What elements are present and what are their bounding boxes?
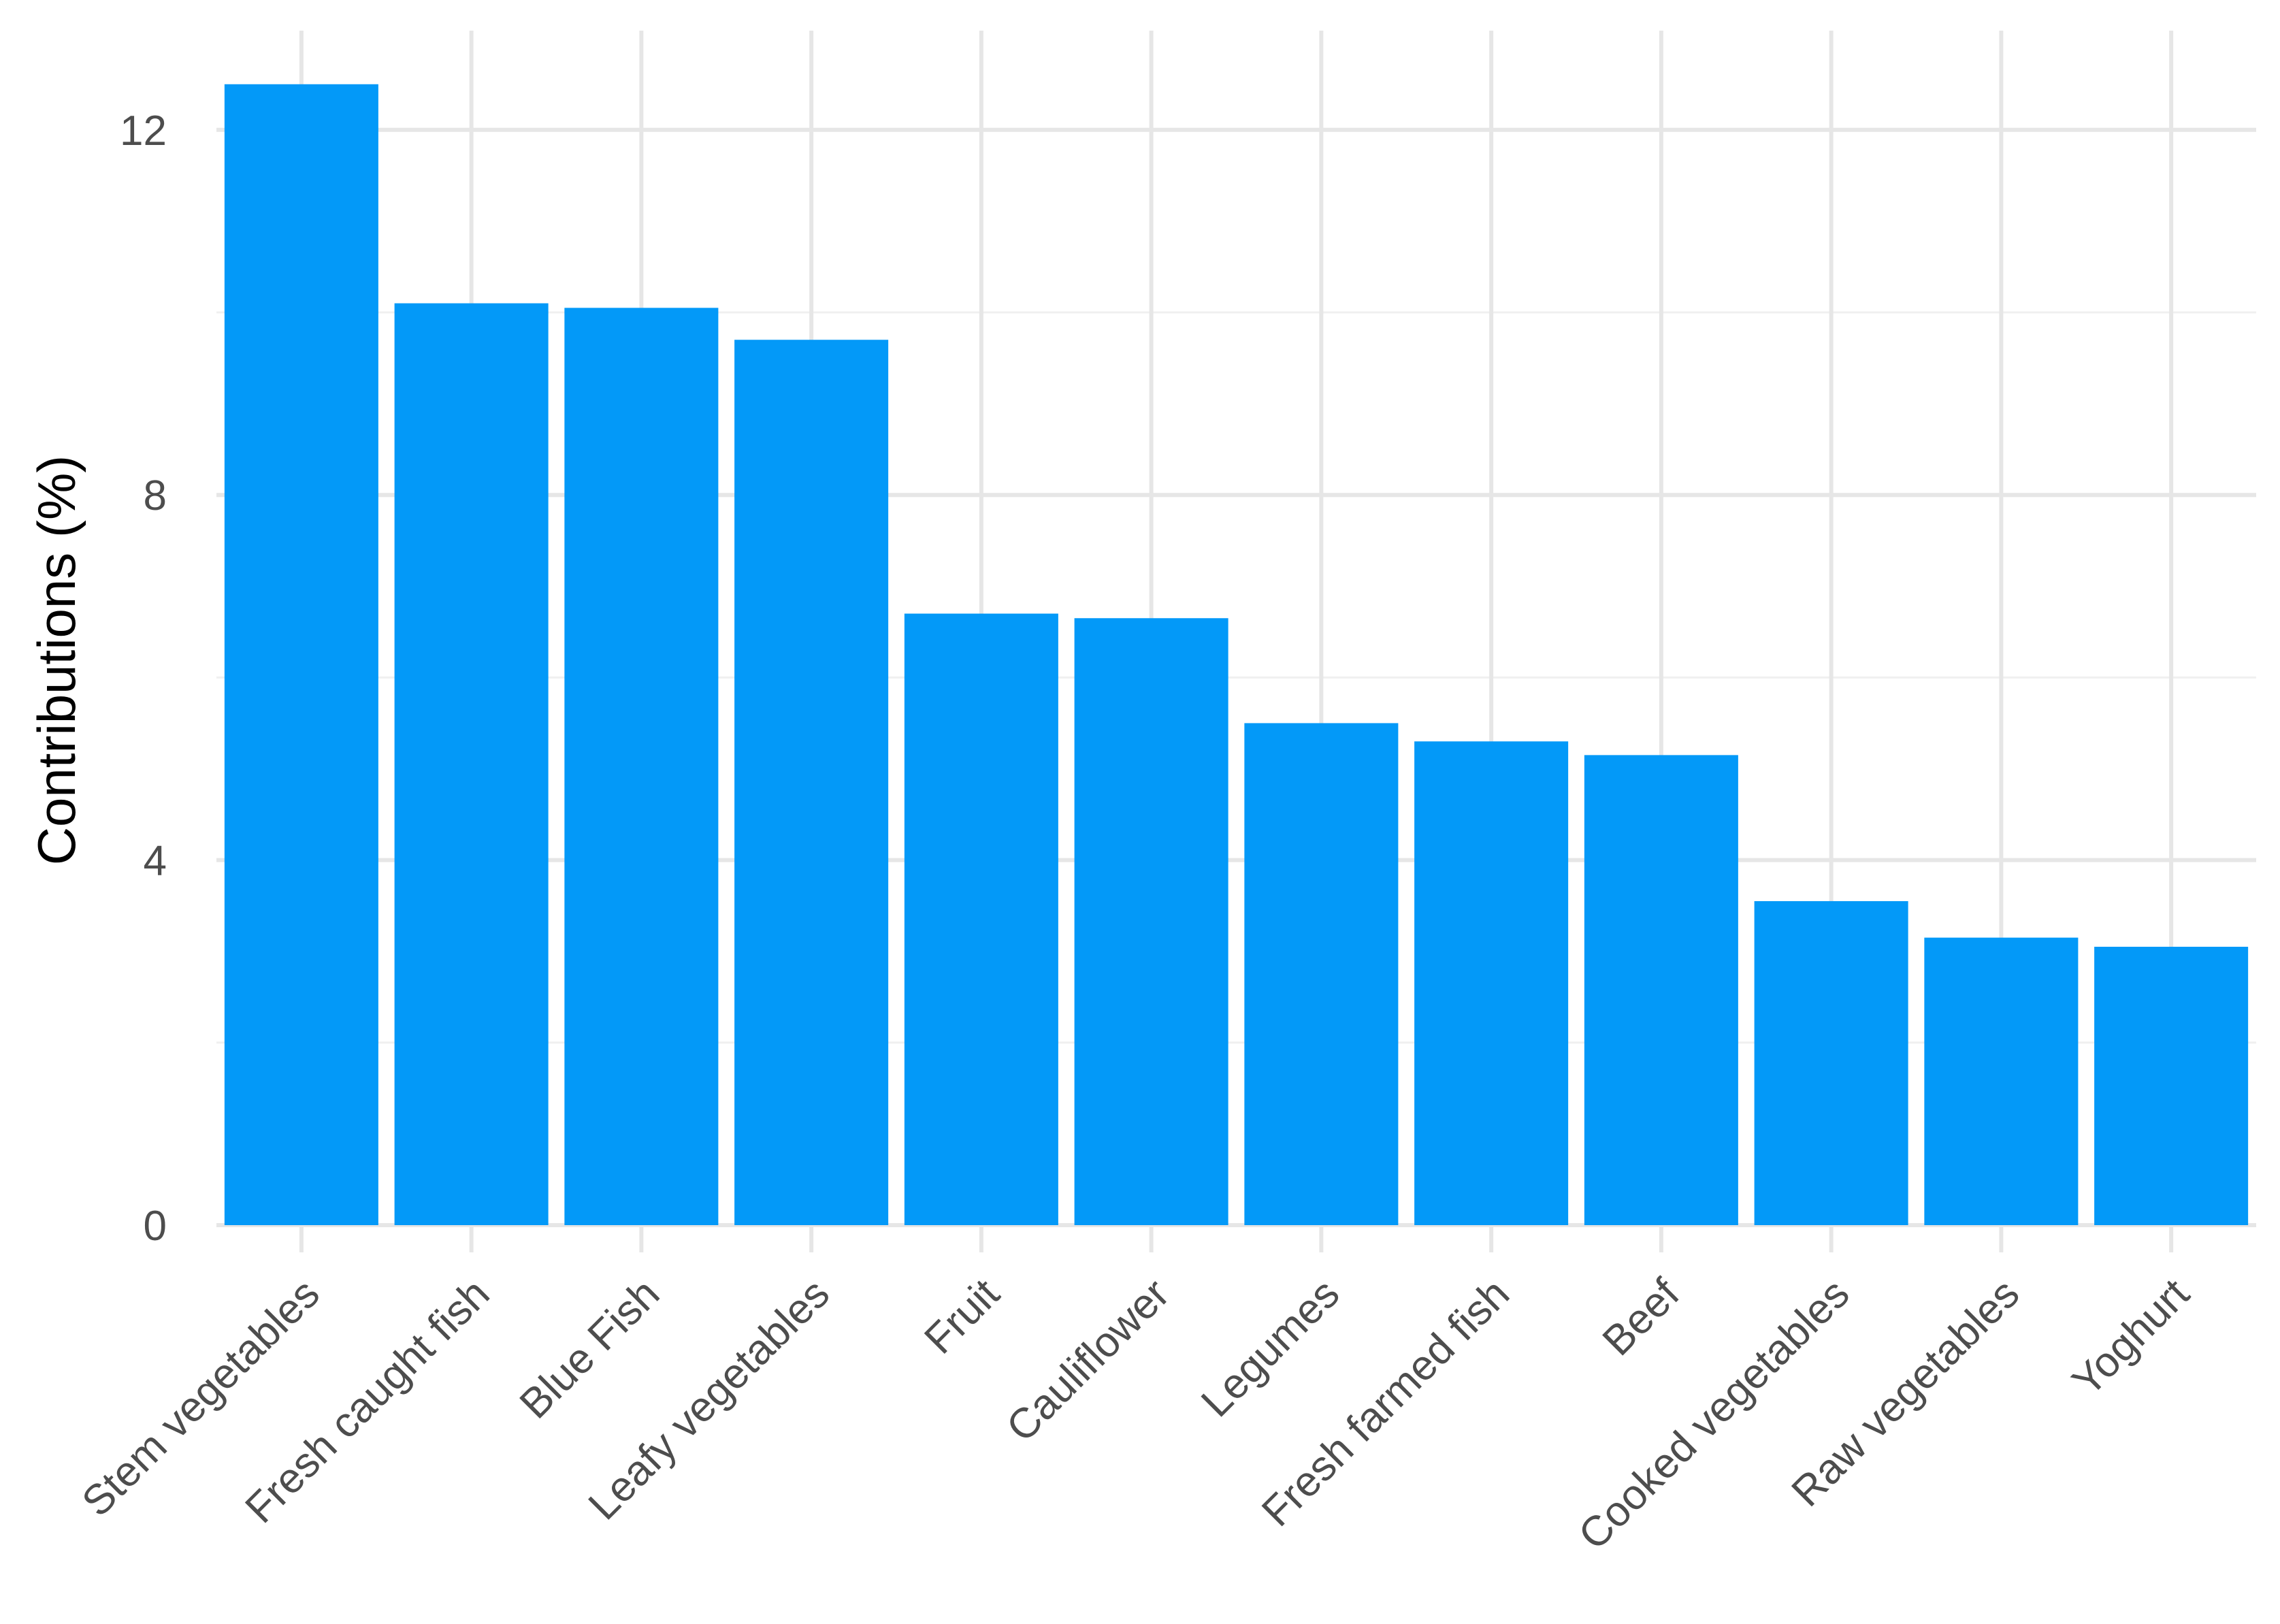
y-axis-title: Contributions (%)	[27, 455, 86, 866]
bar	[1244, 723, 1399, 1225]
bar	[224, 84, 378, 1225]
y-tick-label: 0	[144, 1203, 167, 1250]
x-tick-label: Cauliflower	[998, 1270, 1179, 1451]
bar	[2094, 946, 2249, 1225]
y-tick-label: 4	[144, 838, 167, 885]
bar	[904, 613, 1058, 1225]
y-tick-label: 12	[120, 108, 167, 155]
x-tick-label: Yoghurt	[2064, 1270, 2198, 1405]
bar	[734, 340, 889, 1226]
bar	[1074, 618, 1228, 1225]
bar	[394, 303, 549, 1226]
bar	[1754, 900, 1908, 1225]
x-tick-label: Beef	[1594, 1270, 1689, 1365]
x-tick-label: Blue Fish	[511, 1270, 669, 1428]
y-tick-label: 8	[144, 472, 167, 519]
bar	[1924, 937, 2079, 1225]
y-axis: 0 4 8 12	[120, 108, 167, 1250]
bar	[1584, 755, 1738, 1225]
x-tick-label: Legumes	[1192, 1270, 1348, 1426]
x-tick-label: Fruit	[915, 1270, 1008, 1363]
bar	[564, 308, 719, 1225]
bars	[224, 84, 2249, 1226]
bar	[1414, 741, 1569, 1225]
